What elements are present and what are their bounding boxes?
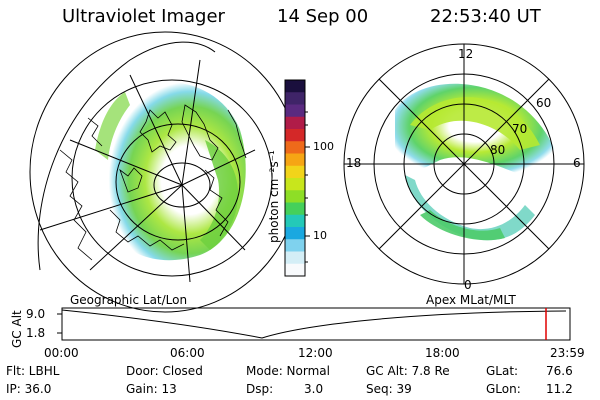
left-panel-caption: Geographic Lat/Lon [70, 293, 188, 307]
mode-info: Mode: Normal [246, 364, 330, 378]
mlt-label-0: 0 [464, 278, 472, 292]
timeline-ylabel: GC Alt [10, 310, 24, 348]
colorbar-swatch [285, 190, 305, 203]
orbit-timeline [57, 307, 571, 341]
instrument-title: Ultraviolet Imager [62, 6, 225, 27]
colorbar-frame [284, 79, 306, 277]
glon-value: 11.2 [546, 382, 573, 396]
mlt-label-6: 6 [573, 156, 581, 170]
timeline-xtick-1800: 18:00 [425, 346, 460, 360]
aurora-oval-lower [405, 175, 535, 241]
lat-label-80: 80 [490, 143, 506, 157]
polar-plot [343, 43, 585, 285]
colorbar-swatch [285, 129, 305, 142]
colorbar-unit-label: photon cm⁻²s⁻¹ [267, 150, 281, 243]
colorbar-swatch [285, 165, 305, 179]
timeline-xtick-1200: 12:00 [298, 346, 333, 360]
meridians [39, 59, 256, 283]
glat-label: GLat: [486, 364, 519, 378]
date-label: 14 Sep 00 [277, 6, 369, 27]
timeline-xtick-0600: 06:00 [170, 346, 205, 360]
glon-label: GLon: [486, 382, 521, 396]
colorbar-swatch [285, 251, 305, 265]
colorbar-swatch [285, 202, 305, 216]
colorbar-swatch [285, 116, 305, 130]
glat-value: 76.6 [546, 364, 573, 378]
timeline-ytick-9: 9.0 [26, 307, 46, 321]
colorbar-label-10: 10 [313, 229, 327, 242]
dsp-value: 3.0 [304, 382, 324, 396]
aurora-arc-dusk [200, 140, 239, 250]
mlt-meridians [344, 44, 584, 284]
right-panel-caption: Apex MLat/MLT [426, 293, 516, 307]
mlt-label-18: 18 [346, 156, 362, 170]
colorbar-swatch [285, 153, 305, 167]
dsp-label: Dsp: [246, 382, 274, 396]
mlt-label-12: 12 [458, 47, 474, 61]
timeline-xtick-2359: 23:59 [550, 346, 585, 360]
time-label: 22:53:40 UT [430, 6, 541, 27]
colorbar-swatch [285, 214, 305, 228]
lat-circle-2 [115, 123, 241, 241]
coastlines [59, 104, 247, 261]
geographic-map [29, 31, 301, 313]
gcalt-info: GC Alt: 7.8 Re [366, 364, 450, 378]
filter-info: Flt: LBHL [6, 364, 60, 378]
lat-circle-1 [153, 162, 211, 208]
lat-circle-3 [71, 79, 273, 277]
colorbar-swatch [285, 141, 305, 154]
altitude-curve [61, 309, 567, 339]
aurora-emission-left [98, 81, 246, 261]
lat-label-70: 70 [512, 122, 528, 136]
colorbar-swatch [285, 263, 305, 277]
colorbar-swatch [285, 227, 305, 240]
aurora-arc-dawn [95, 92, 130, 160]
colorbar-swatch [285, 80, 305, 93]
colorbar-swatch [285, 178, 305, 191]
timeline-xtick-0000: 00:00 [44, 346, 79, 360]
gain-info: Gain: 13 [126, 382, 177, 396]
seq-info: Seq: 39 [366, 382, 412, 396]
earth-limb [37, 41, 216, 271]
colorbar-swatches [285, 80, 305, 277]
ip-info: IP: 36.0 [6, 382, 52, 396]
colorbar-label-100: 100 [313, 140, 334, 153]
timeline-frame [61, 307, 571, 341]
colorbar-swatch [285, 239, 305, 252]
lat-label-60: 60 [536, 96, 552, 110]
timeline-ytick-1.8: 1.8 [26, 326, 46, 340]
colorbar-swatch [285, 104, 305, 118]
door-info: Door: Closed [126, 364, 203, 378]
colorbar-swatch [285, 92, 305, 105]
colorbar [284, 79, 310, 277]
